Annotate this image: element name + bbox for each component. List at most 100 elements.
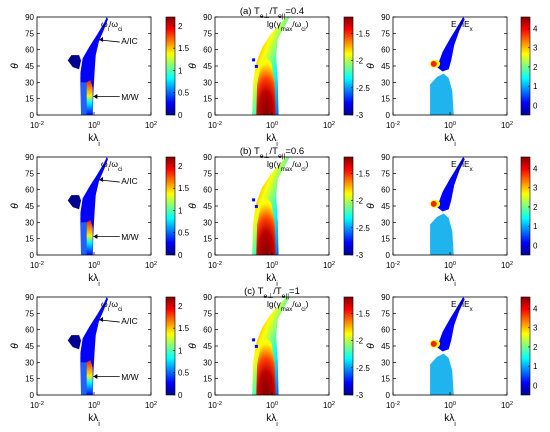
x-tick-label: 102 bbox=[145, 121, 157, 130]
panel-b2: 0 15 30 45 60 75 90 10-2 100 102 θ kλi -3 -2.5 -2 -1.5 l… bbox=[188, 153, 370, 288]
y-tick-label: 15 bbox=[203, 235, 212, 244]
x-axis-label: kλi bbox=[88, 273, 100, 288]
colorbar bbox=[343, 156, 354, 256]
x-tick-label: 100 bbox=[444, 261, 456, 270]
y-tick-label: 60 bbox=[381, 186, 390, 195]
y-tick-label: 0 bbox=[208, 391, 213, 400]
y-tick-label: 0 bbox=[386, 111, 391, 120]
colorbar bbox=[520, 16, 531, 116]
y-tick-label: 75 bbox=[25, 169, 34, 178]
colorbar-tick-label: 1.5 bbox=[178, 324, 190, 333]
y-tick-label: 30 bbox=[381, 78, 390, 87]
y-tick-label: 75 bbox=[25, 29, 34, 38]
colorbar-tick-label: 1 bbox=[533, 82, 538, 91]
y-tick-label: 90 bbox=[203, 13, 212, 22]
x-tick-label: 102 bbox=[501, 261, 513, 270]
x-tick-label: 102 bbox=[145, 401, 157, 410]
y-tick-label: 30 bbox=[381, 218, 390, 227]
y-tick-label: 30 bbox=[203, 358, 212, 367]
colorbar-tick-label: 0 bbox=[178, 391, 183, 400]
annotation-upper: A/IC bbox=[121, 316, 138, 326]
panel-a3: 0 15 30 45 60 75 90 10-2 100 102 θ kλi 0 1 2 3 4 Ey/iEx bbox=[366, 13, 538, 148]
y-tick-label: 15 bbox=[381, 375, 390, 384]
y-tick-label: 45 bbox=[203, 202, 212, 211]
colorbar-tick-label: 0.5 bbox=[178, 229, 190, 238]
annotation-lower: M/W bbox=[121, 232, 138, 242]
y-tick-label: 60 bbox=[381, 46, 390, 55]
annotation-arrowhead bbox=[99, 36, 104, 42]
y-tick-label: 30 bbox=[203, 218, 212, 227]
y-tick-label: 0 bbox=[208, 251, 213, 260]
x-axis-label: kλi bbox=[266, 413, 278, 428]
colorbar bbox=[343, 16, 354, 116]
y-tick-label: 60 bbox=[203, 326, 212, 335]
region-lobe bbox=[67, 195, 82, 210]
y-tick-label: 75 bbox=[381, 309, 390, 318]
annotation-arrowhead bbox=[99, 316, 104, 322]
region-blob-core bbox=[430, 340, 437, 347]
x-tick-label: 102 bbox=[501, 401, 513, 410]
y-tick-label: 90 bbox=[203, 153, 212, 162]
y-tick-label: 45 bbox=[25, 62, 34, 71]
y-tick-label: 30 bbox=[25, 218, 34, 227]
y-tick-label: 60 bbox=[25, 326, 34, 335]
panel-a2: 0 15 30 45 60 75 90 10-2 100 102 θ kλi -3 -2.5 -2 -1.5 l… bbox=[188, 13, 370, 148]
x-axis-label: kλi bbox=[88, 413, 100, 428]
region-arm bbox=[437, 157, 465, 212]
region-lower bbox=[430, 213, 454, 255]
row-title: (b) Te⊥/Te||=0.6 bbox=[240, 146, 304, 160]
region-mw-column bbox=[86, 360, 93, 395]
y-tick-label: 15 bbox=[381, 235, 390, 244]
y-tick-label: 90 bbox=[381, 13, 390, 22]
x-axis-label: kλi bbox=[444, 133, 456, 148]
colorbar bbox=[520, 296, 531, 396]
y-axis-label: θ bbox=[188, 63, 199, 69]
colorbar-tick-label: -3 bbox=[356, 391, 364, 400]
x-tick-label: 100 bbox=[88, 121, 100, 130]
y-tick-label: 30 bbox=[381, 358, 390, 367]
colorbar-tick-label: 2 bbox=[533, 203, 538, 212]
y-tick-label: 45 bbox=[25, 202, 34, 211]
y-tick-label: 60 bbox=[25, 186, 34, 195]
panel-a1: 0 15 30 45 60 75 90 10-2 100 102 θ kλi 0 0.5 1 1.5 2 ωi/ω… bbox=[10, 13, 190, 148]
y-tick-label: 0 bbox=[386, 391, 391, 400]
colorbar-tick-label: 2 bbox=[533, 343, 538, 352]
y-axis-label: θ bbox=[188, 203, 199, 209]
colorbar-tick-label: -2 bbox=[356, 337, 364, 346]
x-tick-label: 102 bbox=[323, 401, 335, 410]
panel-c3: 0 15 30 45 60 75 90 10-2 100 102 θ kλi 0 1 2 3 4 Ey/iEx bbox=[366, 293, 538, 428]
x-tick-label: 102 bbox=[501, 121, 513, 130]
colorbar-tick-label: 0 bbox=[178, 251, 183, 260]
x-tick-label: 10-2 bbox=[386, 401, 400, 410]
colorbar bbox=[165, 156, 176, 256]
annotation-arrowhead bbox=[93, 93, 98, 99]
y-tick-label: 0 bbox=[386, 251, 391, 260]
y-axis-label: θ bbox=[366, 203, 377, 209]
x-axis-label: kλi bbox=[444, 273, 456, 288]
colorbar-tick-label: -1.5 bbox=[356, 169, 370, 178]
x-tick-label: 10-2 bbox=[30, 261, 44, 270]
y-tick-label: 0 bbox=[30, 111, 35, 120]
region-gap bbox=[75, 222, 80, 233]
region-lower bbox=[430, 73, 454, 115]
y-axis-label: θ bbox=[366, 343, 377, 349]
colorbar-tick-label: 4 bbox=[533, 165, 538, 174]
x-tick-label: 10-2 bbox=[30, 401, 44, 410]
y-tick-label: 60 bbox=[25, 46, 34, 55]
y-axis-label: θ bbox=[10, 343, 21, 349]
y-tick-label: 0 bbox=[30, 391, 35, 400]
colorbar-tick-label: 1.5 bbox=[178, 44, 190, 53]
row-titles-group: (a) Te⊥/Te||=0.4 (b) Te⊥/Te||=0.6 (c) Te⊥/… bbox=[240, 6, 304, 300]
y-tick-label: 45 bbox=[203, 62, 212, 71]
colorbar-tick-label: 3 bbox=[533, 44, 538, 53]
region-core bbox=[256, 337, 276, 395]
region-mw-column bbox=[86, 220, 93, 255]
y-tick-label: 15 bbox=[381, 95, 390, 104]
y-tick-label: 15 bbox=[203, 95, 212, 104]
x-tick-label: 10-2 bbox=[386, 121, 400, 130]
y-axis-label: θ bbox=[10, 203, 21, 209]
colorbar-tick-label: 4 bbox=[533, 305, 538, 314]
region-arm bbox=[437, 17, 465, 72]
